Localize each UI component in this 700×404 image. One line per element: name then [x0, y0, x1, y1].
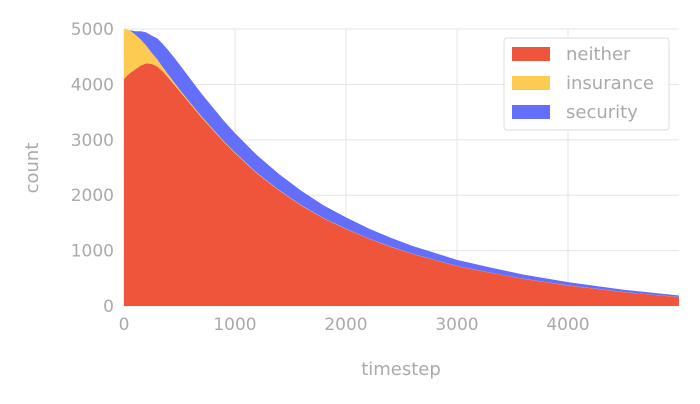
x-tick-label: 3000: [435, 315, 478, 335]
legend-label-neither: neither: [566, 44, 631, 65]
y-axis-title: count: [22, 143, 43, 194]
tick-labels: 0 1000 2000 3000 4000 0 1000 2000 3000 4000 5000: [71, 20, 590, 335]
legend-swatch-neither: [512, 47, 550, 61]
y-tick-label: 4000: [71, 75, 114, 95]
x-axis-title: timestep: [361, 359, 441, 380]
y-tick-label: 5000: [71, 20, 114, 40]
area-series: [124, 29, 679, 307]
x-tick-label: 4000: [546, 315, 589, 335]
x-tick-label: 2000: [324, 315, 367, 335]
legend-label-security: security: [566, 102, 638, 123]
y-tick-label: 3000: [71, 131, 114, 151]
x-tick-label: 0: [119, 315, 130, 335]
y-tick-label: 0: [103, 297, 114, 317]
x-tick-label: 1000: [213, 315, 256, 335]
legend-label-insurance: insurance: [566, 73, 654, 94]
area-security: [124, 29, 679, 298]
area-neither: [124, 63, 679, 307]
legend: neither insurance security: [503, 37, 670, 131]
legend-swatch-insurance: [512, 76, 550, 90]
y-tick-label: 1000: [71, 242, 114, 262]
legend-swatch-security: [512, 105, 550, 119]
y-tick-label: 2000: [71, 186, 114, 206]
